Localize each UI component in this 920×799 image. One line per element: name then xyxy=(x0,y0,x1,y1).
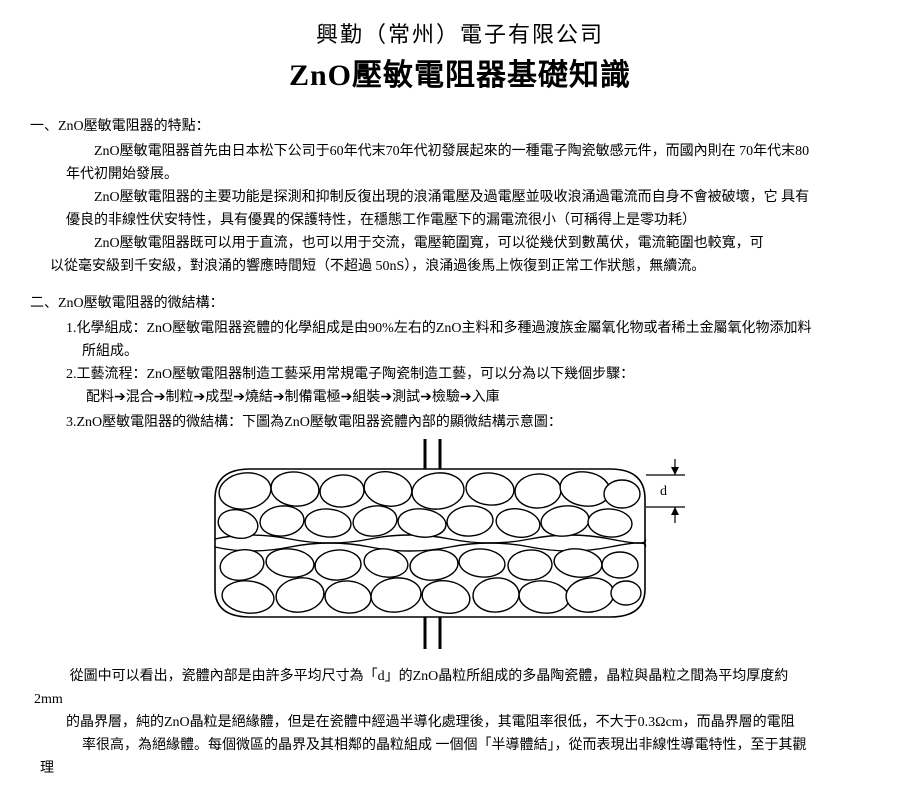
section-2-after2b: 率很高，為絕緣體。每個微區的晶界及其相鄰的晶粒組成 一個個「半導體結」，從而表現… xyxy=(30,735,890,756)
page-title: ZnO壓敏電阻器基礎知識 xyxy=(30,53,890,98)
dimension-d-marker: d xyxy=(646,459,685,523)
microstructure-diagram: d xyxy=(190,439,730,656)
microstructure-svg: d xyxy=(190,439,730,649)
section-1-p3: ZnO壓敏電阻器既可以用于直流，也可以用于交流，電壓範圍寬，可以從幾伏到數萬伏，… xyxy=(30,233,890,254)
section-1-p1: ZnO壓敏電阻器首先由日本松下公司于60年代末70年代初發展起來的一種電子陶瓷敏… xyxy=(30,141,890,162)
section-1-p3b: 以從毫安級到千安級，對浪涌的響應時間短（不超過 50nS），浪涌過後馬上恢復到正… xyxy=(30,256,890,277)
section-1-p2: ZnO壓敏電阻器的主要功能是探測和抑制反復出現的浪涌電壓及過電壓並吸收浪涌過電流… xyxy=(30,187,890,208)
process-flow: 配料➔混合➔制粒➔成型➔燒結➔制備電極➔組裝➔測試➔檢驗➔入庫 xyxy=(30,387,890,408)
section-2-after2: 的晶界層，純的ZnO晶粒是絕緣體，但是在瓷體中經過半導化處理後，其電阻率很低，不… xyxy=(30,712,890,733)
section-2-item3: 3.ZnO壓敏電阻器的微結構：下圖為ZnO壓敏電阻器瓷體內部的顯微結構示意圖： xyxy=(30,412,890,433)
section-1-heading: 一、ZnO壓敏電阻器的特點： xyxy=(30,116,890,137)
section-2-after1: 從圖中可以看出，瓷體內部是由許多平均尺寸為「d」的ZnO晶粒所組成的多晶陶瓷體，… xyxy=(30,666,890,687)
section-1-p1b: 年代初開始發展。 xyxy=(30,164,890,185)
dimension-d-label: d xyxy=(660,484,667,499)
company-name: 興勤（常州）電子有限公司 xyxy=(30,18,890,51)
section-2-heading: 二、ZnO壓敏電阻器的微結構： xyxy=(30,293,890,314)
section-2-after2c: 理 xyxy=(30,758,890,779)
section-2-item1: 1.化學組成：ZnO壓敏電阻器瓷體的化學組成是由90%左右的ZnO主料和多種過渡… xyxy=(30,318,890,339)
section-2-item2: 2.工藝流程：ZnO壓敏電阻器制造工藝采用常規電子陶瓷制造工藝，可以分為以下幾個… xyxy=(30,364,890,385)
section-2-item1b: 所組成。 xyxy=(30,341,890,362)
section-2-after1b: 2mm xyxy=(30,689,890,710)
section-1-p2b: 優良的非線性伏安特性，具有優異的保護特性，在穩態工作電壓下的漏電流很小（可稱得上… xyxy=(30,210,890,231)
